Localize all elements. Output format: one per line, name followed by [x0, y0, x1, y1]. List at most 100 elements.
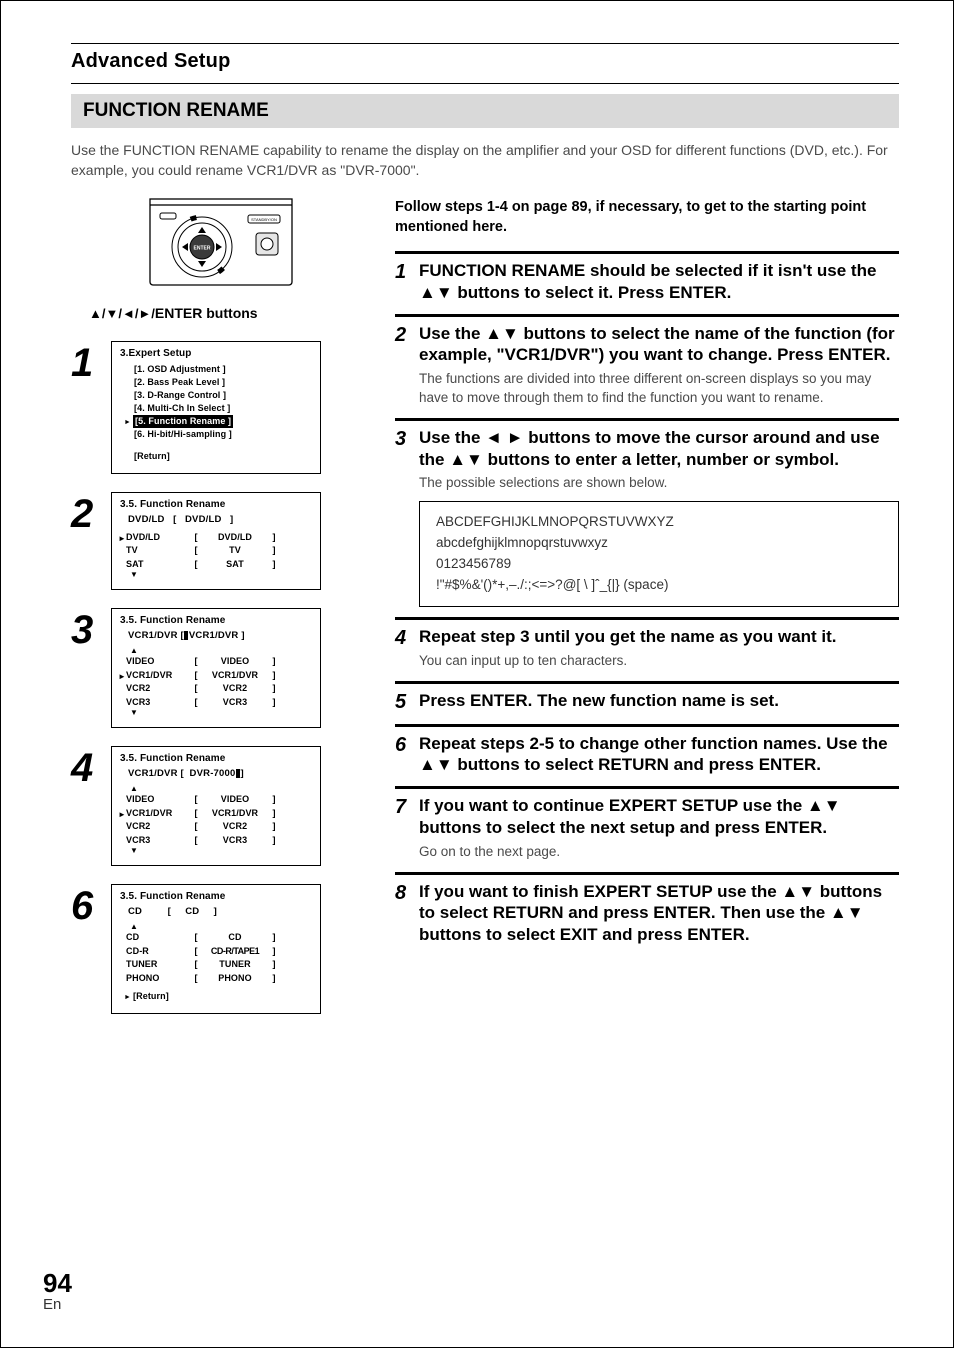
osd-table-row: SAT[SAT]	[126, 558, 312, 572]
step-8: 8 If you want to finish EXPERT SETUP use…	[395, 881, 899, 946]
step-number: 8	[395, 881, 419, 905]
step-1: 1 FUNCTION RENAME should be selected if …	[395, 260, 899, 304]
osd-return: [Return]	[134, 451, 312, 461]
remote-svg: ENTER STANDBY/ON	[136, 197, 306, 297]
osd-edit-left: VCR1/DVR	[128, 630, 178, 641]
osd-edit-line: CD [ CD ]	[128, 906, 312, 917]
charset-lower: abcdefghijklmnopqrstuvwxyz	[436, 533, 882, 554]
step-heading: Repeat steps 2-5 to change other functio…	[419, 733, 899, 777]
osd-item-selected: ►[5. Function Rename ]	[134, 415, 312, 428]
osd-table-row: PHONO[PHONO]	[126, 972, 312, 986]
step-heading: FUNCTION RENAME should be selected if it…	[419, 260, 899, 304]
step-rule	[395, 418, 899, 421]
osd-table-row: VIDEO[VIDEO]	[126, 793, 312, 807]
remote-label-glyphs: ▲/▼/◄/►/	[89, 306, 155, 321]
osd-return-selected: ►[Return]	[134, 991, 312, 1001]
osd-item: [2. Bass Peak Level ]	[134, 376, 312, 389]
left-column: ENTER STANDBY/ON ▲/▼/◄/►/ENTER buttons 1…	[71, 197, 371, 1033]
step-heading: If you want to finish EXPERT SETUP use t…	[419, 881, 899, 946]
osd-table-row: VIDEO[VIDEO]	[126, 655, 312, 669]
osd-edit-line: VCR1/DVR [ DVR-7000]	[128, 768, 312, 779]
osd-list: [1. OSD Adjustment ] [2. Bass Peak Level…	[134, 363, 312, 441]
osd-table-row: TV[TV]	[126, 544, 312, 558]
lead-instruction: Follow steps 1-4 on page 89, if necessar…	[395, 197, 899, 238]
osd-edit-right: DVD/LD	[185, 514, 222, 525]
step-note: The possible selections are shown below.	[419, 474, 899, 493]
osd-edit-right: CD	[185, 906, 199, 917]
step-number: 6	[395, 733, 419, 757]
osd-row-2: 2 3.5. Function Rename DVD/LD [ DVD/LD ]…	[71, 492, 371, 591]
scroll-down-icon: ▼	[130, 847, 312, 855]
step-body: Repeat step 3 until you get the name as …	[419, 626, 899, 671]
svg-text:ENTER: ENTER	[194, 245, 211, 251]
osd-table-row: CD[CD]	[126, 931, 312, 945]
character-set-box: ABCDEFGHIJKLMNOPQRSTUVWXYZ abcdefghijklm…	[419, 501, 899, 607]
osd-box-rename-2: 3.5. Function Rename VCR1/DVR [VCR1/DVR …	[111, 608, 321, 728]
osd-box-expert-setup: 3.Expert Setup [1. OSD Adjustment ] [2. …	[111, 341, 321, 474]
step-heading: Press ENTER. The new function name is se…	[419, 690, 899, 712]
osd-table-row: CD-R[CD-R/TAPE1]	[126, 945, 312, 959]
osd-box-rename-1: 3.5. Function Rename DVD/LD [ DVD/LD ] ►…	[111, 492, 321, 591]
osd-table: ▲ VIDEO[VIDEO] ►VCR1/DVR[VCR1/DVR] VCR2[…	[126, 785, 312, 855]
step-number: 4	[395, 626, 419, 650]
remote-label: ▲/▼/◄/►/ENTER buttons	[89, 305, 371, 321]
step-body: Use the ▲▼ buttons to select the name of…	[419, 323, 899, 408]
text-cursor-icon	[236, 769, 240, 778]
step-body: Press ENTER. The new function name is se…	[419, 690, 899, 712]
step-6: 6 Repeat steps 2-5 to change other funct…	[395, 733, 899, 777]
charset-symbols: !"#$%&'()*+,–./:;<=>?@[ \ ]ˆ_{|} (space)	[436, 575, 882, 596]
osd-table-row: TUNER[TUNER]	[126, 958, 312, 972]
osd-table-row: ►VCR1/DVR[VCR1/DVR]	[126, 669, 312, 683]
step-rule	[395, 251, 899, 254]
osd-row-1: 1 3.Expert Setup [1. OSD Adjustment ] [2…	[71, 341, 371, 474]
osd-table-row: VCR3[VCR3]	[126, 834, 312, 848]
step-body: If you want to finish EXPERT SETUP use t…	[419, 881, 899, 946]
osd-edit-left: DVD/LD	[128, 514, 165, 525]
step-number: 2	[395, 323, 419, 347]
scroll-up-icon: ▲	[130, 923, 312, 931]
step-7: 7 If you want to continue EXPERT SETUP u…	[395, 795, 899, 861]
step-rule	[395, 786, 899, 789]
page-number: 94	[43, 1270, 72, 1296]
step-heading: Repeat step 3 until you get the name as …	[419, 626, 899, 648]
osd-title: 3.5. Function Rename	[120, 615, 312, 626]
step-body: If you want to continue EXPERT SETUP use…	[419, 795, 899, 861]
two-column-layout: ENTER STANDBY/ON ▲/▼/◄/►/ENTER buttons 1…	[71, 197, 899, 1033]
svg-text:STANDBY/ON: STANDBY/ON	[251, 217, 277, 222]
osd-row-6: 6 3.5. Function Rename CD [ CD ] ▲ CD[CD…	[71, 884, 371, 1014]
step-note: Go on to the next page.	[419, 843, 899, 862]
osd-edit-left: CD	[128, 906, 142, 917]
step-body: Repeat steps 2-5 to change other functio…	[419, 733, 899, 777]
osd-row-3: 3 3.5. Function Rename VCR1/DVR [VCR1/DV…	[71, 608, 371, 728]
osd-table-row: ►DVD/LD[DVD/LD]	[126, 531, 312, 545]
osd-title: 3.5. Function Rename	[120, 499, 312, 510]
osd-box-rename-3: 3.5. Function Rename VCR1/DVR [ DVR-7000…	[111, 746, 321, 866]
osd-item: [3. D-Range Control ]	[134, 389, 312, 402]
osd-step-number: 3	[71, 610, 111, 650]
step-note: The functions are divided into three dif…	[419, 370, 899, 408]
intro-paragraph: Use the FUNCTION RENAME capability to re…	[71, 140, 899, 181]
top-rule	[71, 43, 899, 44]
step-5: 5 Press ENTER. The new function name is …	[395, 690, 899, 714]
step-rule	[395, 872, 899, 875]
osd-edit-right: DVR-7000	[190, 768, 236, 779]
osd-edit-right: VCR1/DVR	[189, 630, 239, 641]
step-heading: Use the ◄ ► buttons to move the cursor a…	[419, 427, 899, 471]
osd-table-row: VCR3[VCR3]	[126, 696, 312, 710]
remote-label-text: ENTER buttons	[155, 305, 258, 321]
osd-item: [1. OSD Adjustment ]	[134, 363, 312, 376]
step-rule	[395, 617, 899, 620]
scroll-up-icon: ▲	[130, 785, 312, 793]
chapter-rule	[71, 83, 899, 84]
step-rule	[395, 724, 899, 727]
step-rule	[395, 681, 899, 684]
osd-step-number: 1	[71, 343, 111, 383]
osd-step-number: 6	[71, 886, 111, 926]
scroll-down-icon: ▼	[130, 571, 312, 579]
step-note: You can input up to ten characters.	[419, 652, 899, 671]
osd-item: [4. Multi-Ch In Select ]	[134, 402, 312, 415]
right-column: Follow steps 1-4 on page 89, if necessar…	[395, 197, 899, 1033]
charset-digits: 0123456789	[436, 554, 882, 575]
step-body: Use the ◄ ► buttons to move the cursor a…	[419, 427, 899, 607]
charset-upper: ABCDEFGHIJKLMNOPQRSTUVWXYZ	[436, 512, 882, 533]
